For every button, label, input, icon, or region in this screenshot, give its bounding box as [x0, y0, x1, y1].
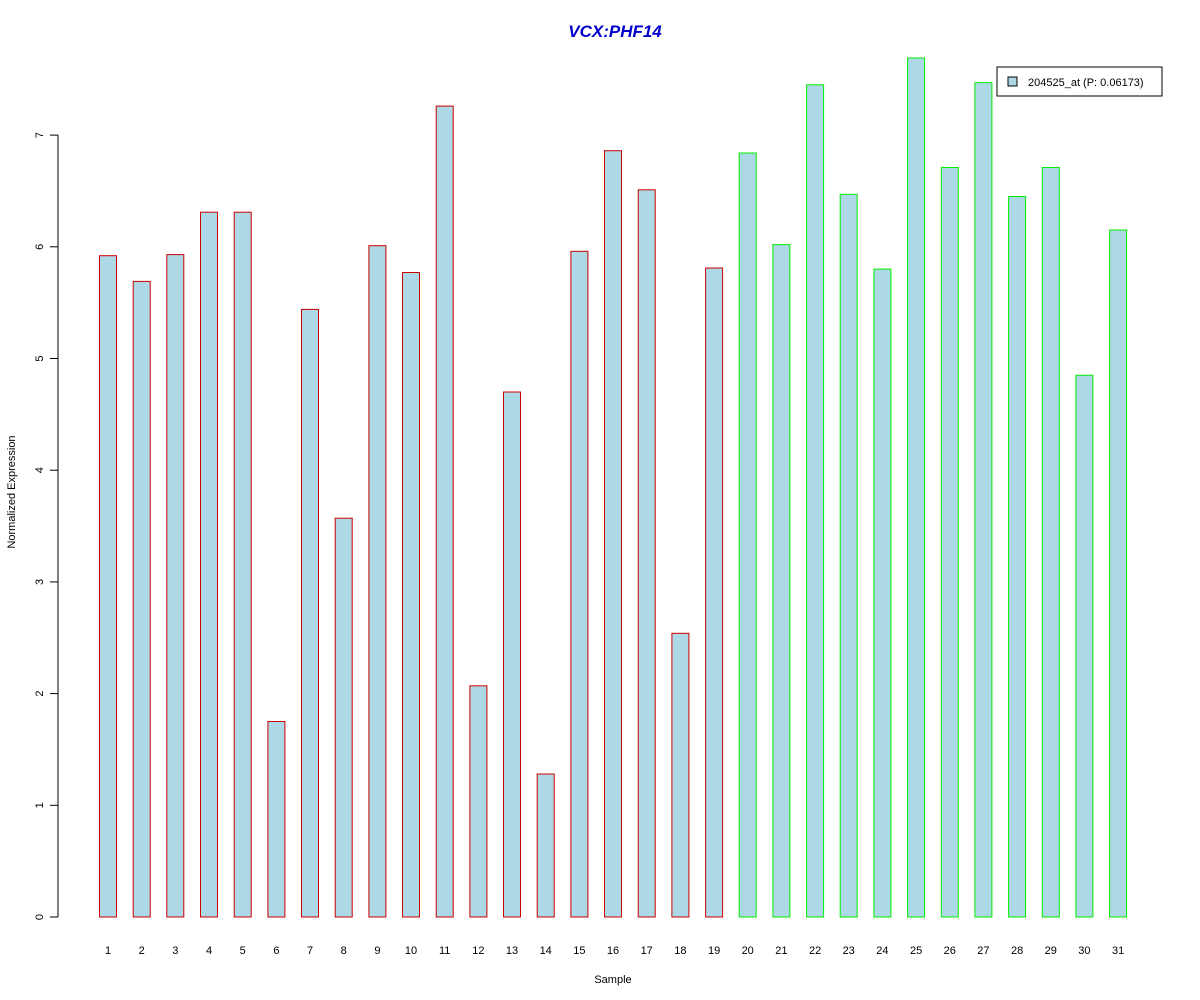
x-axis-tick-label: 27: [977, 945, 989, 957]
bar-series: [99, 57, 1128, 918]
x-axis-tick-label: 25: [910, 945, 922, 957]
bar: [637, 189, 656, 918]
x-axis-tick-label: 21: [775, 945, 787, 957]
x-axis-tick-label: 12: [472, 945, 484, 957]
x-axis-tick-label: 23: [843, 945, 855, 957]
x-axis-tick-label: 7: [307, 945, 313, 957]
x-axis-tick-label: 30: [1078, 945, 1090, 957]
x-axis-tick-label: 16: [607, 945, 619, 957]
bar: [839, 193, 858, 918]
bar: [1109, 229, 1128, 918]
bar: [503, 391, 521, 918]
x-axis-tick-label: 9: [374, 945, 380, 957]
x-axis-tick-label: 8: [341, 945, 347, 957]
bar: [705, 267, 724, 918]
legend: 204525_at (P: 0.06173): [996, 66, 1163, 97]
bar: [132, 280, 151, 918]
bar: [267, 721, 286, 918]
bar: [940, 167, 959, 918]
bar: [1075, 374, 1094, 918]
bar: [435, 105, 454, 918]
bar: [974, 82, 993, 918]
x-axis-tick-label: 13: [506, 945, 518, 957]
legend-box: [996, 66, 1163, 97]
y-axis-tick-label: 1: [34, 802, 46, 808]
bar: [402, 272, 420, 918]
y-axis-tick-label: 5: [34, 355, 46, 361]
bar: [1041, 167, 1060, 918]
x-axis-tick-labels: 1 2 3 4 5 6 7 8 9 10 11 12 13 14 15 16 17 18 19 20 21 22 23 24 2…: [105, 945, 1124, 957]
x-axis-tick-label: 1: [105, 945, 111, 957]
bar: [334, 517, 353, 918]
bar: [570, 250, 589, 918]
legend-swatch: [1007, 76, 1018, 87]
y-axis: 0 1 2 3 4 5 6 7: [34, 132, 59, 920]
x-axis-tick-label: 22: [809, 945, 821, 957]
x-axis-tick-label: 29: [1045, 945, 1057, 957]
y-axis-tick-label: 3: [34, 579, 46, 585]
x-axis-label: Sample: [594, 974, 631, 986]
y-axis-tick-label: 4: [34, 467, 46, 473]
x-axis-tick-label: 19: [708, 945, 720, 957]
y-axis-tick-label: 0: [34, 914, 46, 920]
x-axis-tick-label: 26: [944, 945, 956, 957]
legend-label: 204525_at (P: 0.06173): [1028, 77, 1144, 89]
x-axis-tick-label: 31: [1112, 945, 1124, 957]
bar: [469, 685, 488, 918]
y-axis-label: Normalized Expression: [6, 435, 18, 548]
bar: [536, 773, 555, 918]
bar: [873, 268, 892, 918]
x-axis-tick-label: 15: [573, 945, 585, 957]
x-axis-tick-label: 17: [641, 945, 653, 957]
bar: [1008, 196, 1027, 918]
x-axis-tick-label: 4: [206, 945, 212, 957]
bar: [166, 254, 185, 918]
bar: [301, 308, 319, 918]
x-axis-tick-label: 5: [240, 945, 246, 957]
x-axis-tick-label: 18: [674, 945, 686, 957]
bar: [99, 255, 117, 918]
bar: [671, 632, 690, 918]
x-axis-tick-label: 11: [439, 945, 450, 957]
x-axis-tick-label: 3: [172, 945, 178, 957]
y-axis-tick-label: 6: [34, 244, 46, 250]
chart-title: VCX:PHF14: [568, 22, 662, 41]
bar: [368, 245, 387, 918]
x-axis-tick-label: 10: [405, 945, 417, 957]
bar: [738, 152, 757, 918]
bar: [772, 244, 791, 918]
bar: [233, 211, 252, 918]
x-axis-tick-label: 2: [139, 945, 145, 957]
x-axis-tick-label: 14: [540, 945, 552, 957]
y-axis-tick-label: 2: [34, 691, 46, 697]
bar: [200, 211, 218, 918]
x-axis-tick-label: 24: [876, 945, 888, 957]
bar: [806, 84, 825, 918]
y-axis-tick-label: 7: [34, 132, 46, 138]
x-axis-tick-label: 20: [742, 945, 754, 957]
x-axis-tick-label: 6: [273, 945, 279, 957]
bar: [907, 57, 926, 918]
bar: [604, 150, 622, 918]
x-axis-tick-label: 28: [1011, 945, 1023, 957]
